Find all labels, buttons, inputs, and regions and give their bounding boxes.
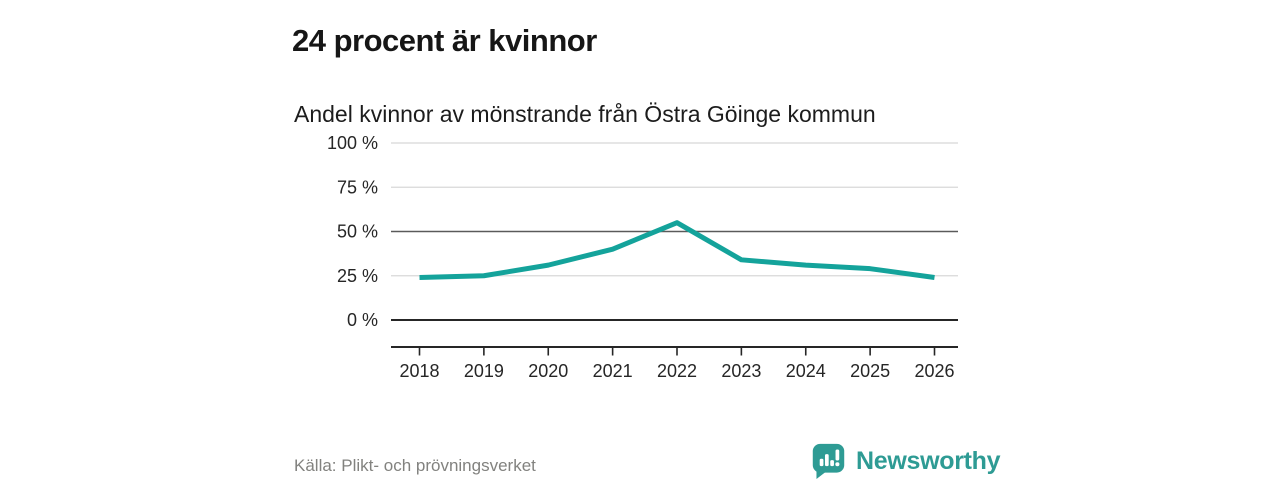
x-axis-label: 2019: [464, 361, 504, 381]
newsworthy-wordmark: Newsworthy: [856, 446, 1001, 475]
y-axis-label: 100 %: [327, 133, 378, 153]
page-title: 24 procent är kvinnor: [292, 22, 597, 58]
x-axis-label: 2026: [914, 361, 954, 381]
x-axis-label: 2020: [528, 361, 568, 381]
x-axis-label: 2024: [786, 361, 826, 381]
newsworthy-logo[interactable]: Newsworthy: [810, 442, 1001, 480]
x-axis-label: 2025: [850, 361, 890, 381]
x-axis-label: 2018: [399, 361, 439, 381]
x-axis-label: 2021: [593, 361, 633, 381]
chart-subtitle: Andel kvinnor av mönstrande från Östra G…: [294, 101, 876, 128]
newsworthy-chart-bubble-icon: [812, 443, 845, 480]
y-axis-label: 0 %: [347, 310, 378, 330]
data-line: [419, 220, 935, 281]
x-axis-label: 2023: [721, 361, 761, 381]
y-axis-label: 25 %: [337, 266, 378, 286]
y-axis-label: 75 %: [337, 177, 378, 197]
source-note: Källa: Plikt- och prövningsverket: [294, 456, 536, 475]
x-axis-label: 2022: [657, 361, 697, 381]
y-axis-label: 50 %: [337, 222, 378, 242]
